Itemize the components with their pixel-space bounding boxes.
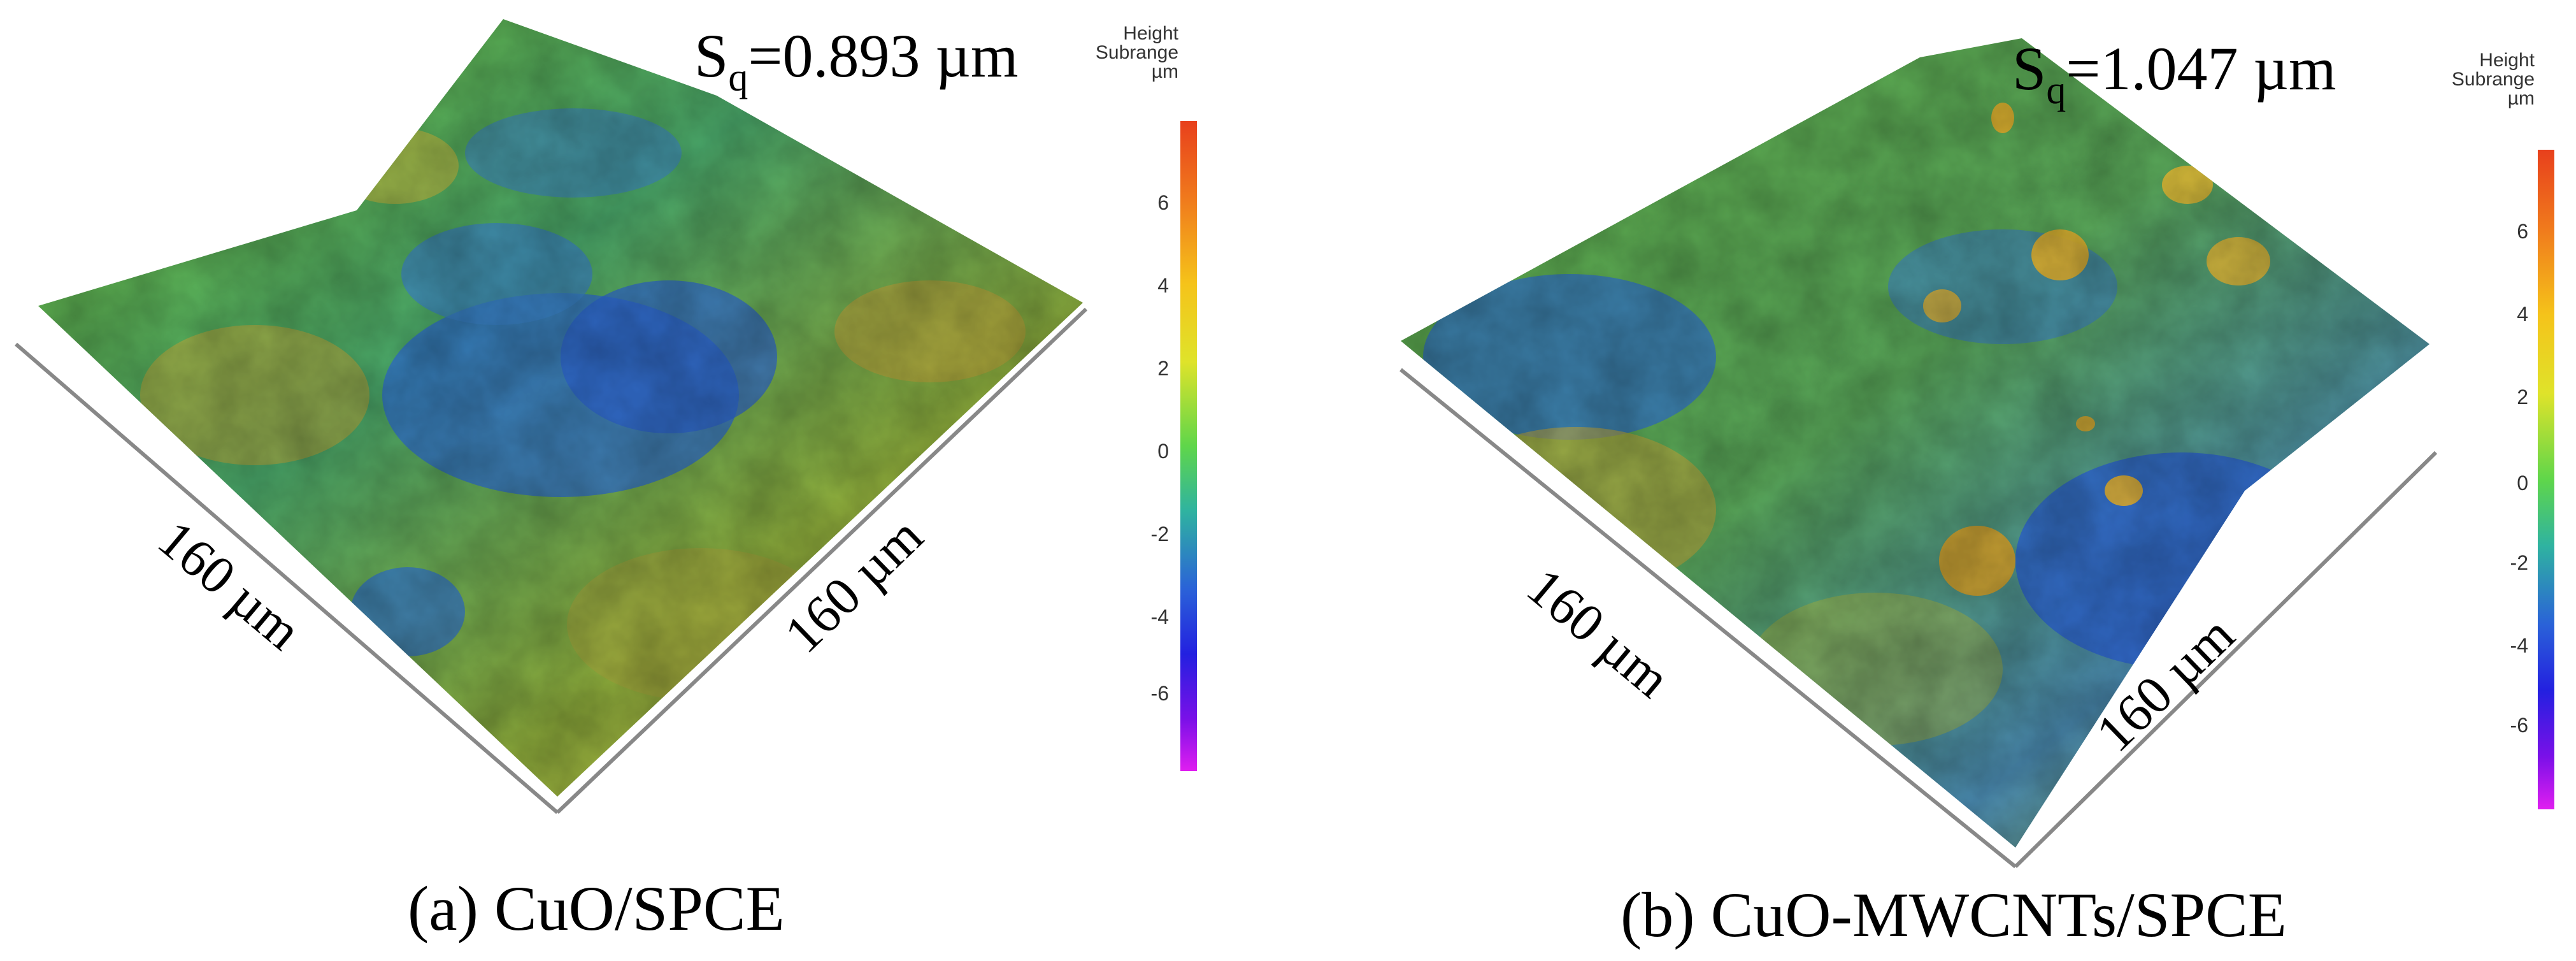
tick-a-0: 0 [1157,440,1169,463]
tick-b-neg4: -4 [2510,634,2528,657]
tick-a-2: 2 [1157,357,1169,380]
surface-image-b [1399,38,2438,869]
tick-a-neg4: -4 [1150,605,1169,628]
tick-b-neg6: -6 [2510,714,2528,737]
axis-line-left-b [1399,368,2017,869]
axis-line-left-a [15,342,559,814]
caption-b: (b) CuO-MWCNTs/SPCE [1621,879,2287,950]
tick-b-0: 0 [2517,472,2528,495]
colorbar-a [1180,121,1197,771]
surface-features-a [38,19,1083,797]
axis-line-right-a [555,307,1088,814]
sq-value-a: Sq=0.893 µm [694,22,1019,99]
legend-title-b: Height Subrange µm [2451,50,2535,109]
tick-a-neg2: -2 [1150,523,1169,546]
tick-a-6: 6 [1157,191,1169,214]
caption-a: (a) CuO/SPCE [408,873,785,944]
tick-b-neg2: -2 [2510,551,2528,574]
tick-a-neg6: -6 [1150,682,1169,705]
surface-image-a [15,19,1088,814]
tick-b-2: 2 [2517,386,2528,408]
surface-features-b [1401,38,2429,848]
colorbar-b [2538,150,2554,809]
tick-b-4: 4 [2517,303,2528,326]
tick-a-4: 4 [1157,274,1169,297]
panel-b: Sq=1.047 µm 160 µm 160 µm Height Subrang… [1302,0,2576,961]
sq-value-b: Sq=1.047 µm [2012,34,2336,112]
legend-title-a: Height Subrange µm [1095,23,1178,82]
panel-a: Sq=0.893 µm 160 µm 160 µm Height Subrang… [0,0,1274,961]
tick-b-6: 6 [2517,220,2528,243]
axis-line-right-b [2014,451,2438,869]
